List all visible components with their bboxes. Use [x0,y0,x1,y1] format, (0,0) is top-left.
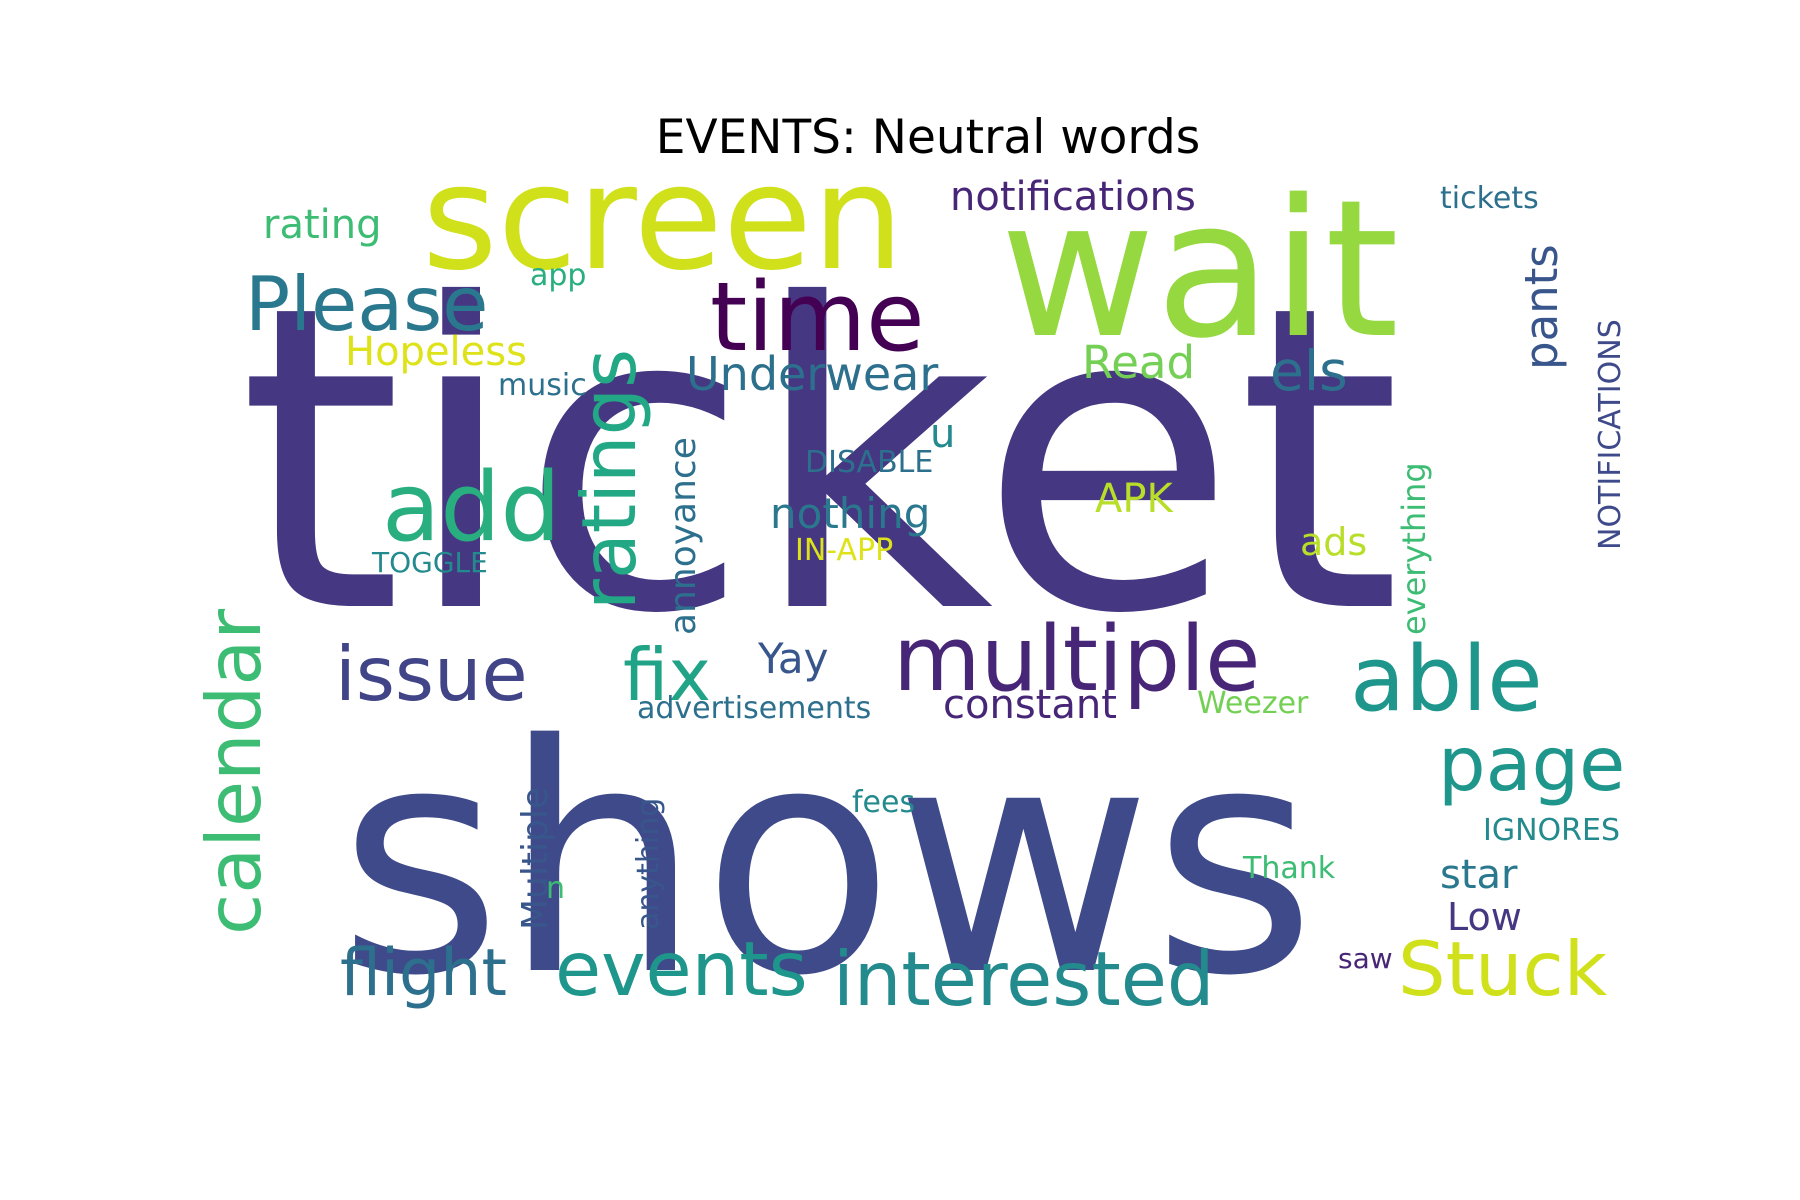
word-ticket: ticket [238,217,1402,706]
word-fix: fix [623,633,711,717]
word-fees: fees [852,785,915,820]
word-events: events [555,925,808,1013]
word-u: u [930,411,955,457]
word-n: n [546,871,565,906]
word-page: page [1438,720,1625,808]
word-hopeless: Hopeless [345,329,527,375]
word-shows: shows [338,679,1316,1045]
word-disable: DISABLE [805,445,933,480]
word-nothing: nothing [770,489,930,538]
word-able: able [1350,627,1543,732]
word-stuck: Stuck [1398,925,1608,1013]
word-notifications: notifications [950,174,1196,220]
word-yay: Yay [757,634,828,683]
word-anything: anything [631,798,666,930]
word-flight: flight [340,936,507,1011]
word-ratings: ratings [565,349,653,610]
word-interested: interested [833,935,1214,1023]
word-els: els [1270,339,1348,403]
word-music: music [498,368,587,403]
word-low: Low [1447,895,1522,939]
word-app: app [530,258,586,293]
word-ignores: IGNORES [1483,813,1620,848]
word-please: Please [245,260,488,348]
word-constant: constant [943,682,1117,728]
word-weezer: Weezer [1197,686,1309,721]
word-read: Read [1082,336,1195,389]
word-apk: APK [1095,476,1174,522]
word-calendar: calendar [190,609,278,935]
word-saw: saw [1338,942,1393,975]
word-underwear: Underwear [686,347,938,401]
word-rating: rating [263,202,382,248]
word-ads: ads [1300,520,1367,564]
word-star: star [1440,852,1518,898]
word-toggle: TOGGLE [371,546,488,579]
word-annoyance: annoyance [663,437,704,635]
word-everything: everything [1395,462,1433,635]
figure-title: EVENTS: Neutral words [656,110,1200,165]
word-notifications: NOTIFICATIONS [1593,319,1628,550]
word-multiple: multiple [893,607,1261,712]
word-add: add [382,453,561,563]
word-thank: Thank [1242,851,1336,886]
word-screen: screen [422,134,904,303]
word-wait: wait [1000,159,1399,380]
word-tickets: tickets [1440,181,1539,216]
word-time: time [710,263,925,373]
word-pants: pants [1515,244,1568,370]
word-multiple: Multiple [515,787,556,930]
word-issue: issue [335,630,528,718]
word-in-app: IN-APP [795,533,893,568]
word-advertisements: advertisements [637,691,871,726]
